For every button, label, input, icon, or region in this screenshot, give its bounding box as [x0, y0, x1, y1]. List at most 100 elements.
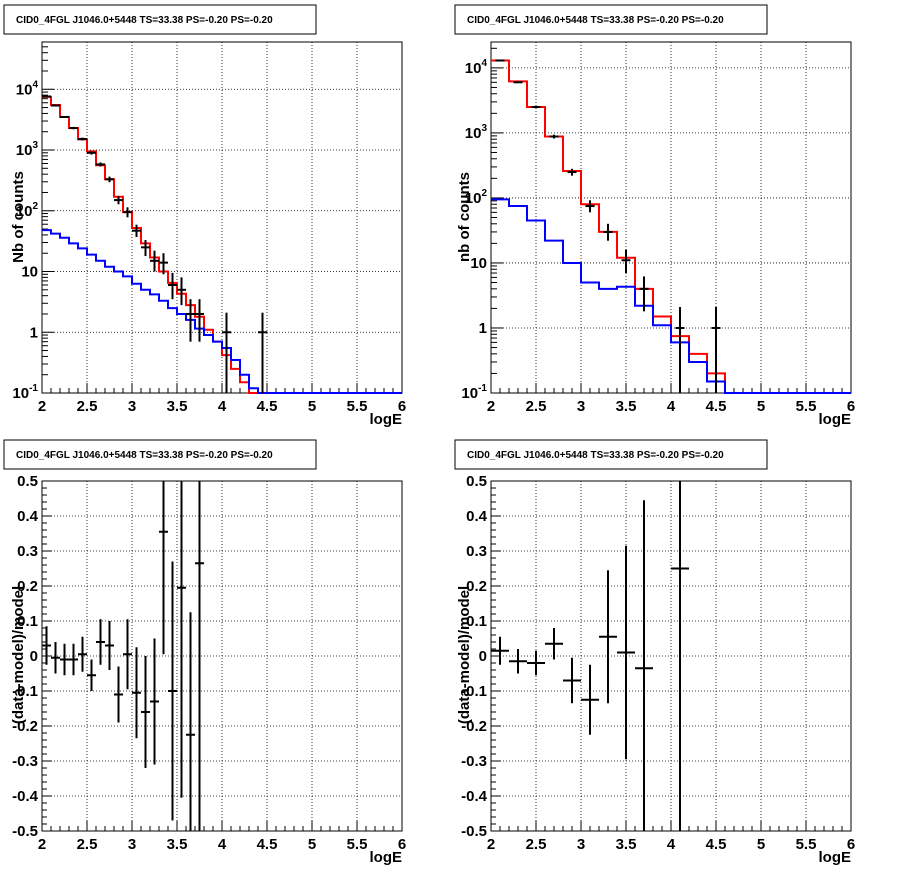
x-tick-label: 4	[218, 398, 227, 415]
x-axis-label: logE	[819, 411, 852, 428]
data-point	[603, 223, 613, 241]
data-point	[159, 481, 168, 655]
x-tick-label: 3.5	[167, 836, 188, 853]
y-tick-label: -0.2	[12, 718, 38, 735]
y-tick-label: 0.5	[17, 473, 38, 490]
y-tick-label: -0.1	[12, 683, 38, 700]
chart-panel-3: 2 2.5 3 3.5 4 4.5 5 5.5 6 -0.5 -0.4 -0.3 -0.2 -0.1 0 0.…	[3, 439, 406, 866]
y-tick-label: 0.4	[466, 508, 488, 525]
data-point	[105, 621, 114, 670]
y-tick-label: 0.2	[17, 578, 38, 595]
x-tick-label: 6	[398, 398, 406, 415]
data-point	[617, 545, 635, 760]
data-point	[141, 240, 150, 257]
data-point	[711, 307, 721, 393]
y-tick-label: 0.4	[17, 508, 39, 525]
title-box	[454, 439, 768, 470]
x-tick-label: 2.5	[77, 836, 98, 853]
data-point	[150, 638, 159, 765]
x-tick-label: 2.5	[77, 398, 98, 415]
data-point	[96, 162, 105, 167]
title-box	[454, 4, 768, 35]
y-tick-label: 0.2	[466, 578, 487, 595]
y-axis-label: nb of counts	[456, 172, 473, 262]
x-tick-label: 5.5	[796, 398, 817, 415]
y-tick-label: 10	[21, 264, 38, 281]
x-tick-label: 3.5	[167, 398, 188, 415]
plot-frame	[41, 41, 403, 394]
y-tick-label: 0.1	[17, 613, 38, 630]
x-tick-label: 2	[487, 836, 495, 853]
x-tick-label: 2	[38, 836, 46, 853]
data-point	[159, 253, 168, 275]
series-line-2	[42, 229, 402, 394]
chart-panel-2: 2 2.5 3 3.5 4 4.5 5 5.5 6 10-1 1 10 102 103 104 CID0_4F…	[454, 4, 855, 428]
data-point	[621, 249, 631, 274]
title-box	[3, 4, 317, 35]
data-point	[177, 481, 186, 798]
y-axis-label: (data-model)/model	[10, 586, 27, 724]
data-point	[177, 277, 186, 306]
data-point	[51, 642, 60, 674]
data-point	[87, 659, 96, 691]
data-point	[51, 104, 60, 107]
chart-panel-4: 2 2.5 3 3.5 4 4.5 5 5.5 6 -0.5 -0.4 -0.3 -0.2 -0.1 0 0.…	[454, 439, 855, 866]
x-axis-label: logE	[819, 849, 852, 866]
data-point	[509, 649, 527, 674]
chart-title: CID0_4FGL J1046.0+5448 TS=33.38 PS=-0.20…	[467, 450, 724, 461]
x-tick-label: 3.5	[616, 398, 637, 415]
data-point	[545, 628, 563, 660]
data-point	[123, 619, 132, 690]
y-tick-label: 104	[16, 79, 39, 98]
x-tick-label: 5.5	[796, 836, 817, 853]
data-point	[675, 307, 685, 393]
x-tick-label: 4.5	[706, 836, 727, 853]
y-tick-label: 0.3	[17, 543, 38, 560]
x-tick-label: 5	[757, 398, 765, 415]
x-tick-label: 3	[577, 836, 585, 853]
data-point	[635, 500, 653, 831]
x-tick-label: 5	[308, 836, 316, 853]
y-tick-label: -0.2	[461, 718, 487, 735]
data-point	[114, 666, 123, 723]
x-tick-label: 5.5	[347, 398, 368, 415]
data-point	[78, 636, 87, 672]
x-tick-label: 6	[398, 836, 406, 853]
data-point	[491, 636, 509, 665]
x-tick-label: 3	[577, 398, 585, 415]
data-point	[195, 299, 204, 342]
data-point	[671, 481, 689, 831]
data-point	[599, 570, 617, 704]
y-tick-label: 1	[479, 320, 487, 337]
data-point	[195, 481, 204, 831]
x-tick-label: 3	[128, 398, 136, 415]
data-point	[105, 176, 114, 183]
data-point	[69, 643, 78, 676]
y-axis-label: Nb of counts	[10, 171, 27, 263]
y-tick-label: 103	[465, 123, 488, 142]
y-tick-label: 103	[16, 140, 39, 159]
data-point	[567, 168, 577, 176]
data-point	[549, 134, 559, 139]
data-point	[96, 619, 105, 665]
data-point	[513, 81, 523, 84]
data-point	[585, 200, 595, 213]
x-tick-label: 2	[487, 398, 495, 415]
x-tick-label: 3	[128, 836, 136, 853]
chart-panel-1: 2 2.5 3 3.5 4 4.5 5 5.5 6 10-1 1 10 102 103 104 CID0_4F…	[3, 4, 406, 428]
data-point	[114, 196, 123, 205]
y-tick-label: 0.3	[466, 543, 487, 560]
data-point	[563, 657, 581, 704]
x-tick-label: 4.5	[706, 398, 727, 415]
x-tick-label: 5.5	[347, 836, 368, 853]
x-tick-label: 5	[308, 398, 316, 415]
data-point	[42, 95, 51, 98]
y-tick-label: -0.3	[12, 753, 38, 770]
data-point	[222, 312, 231, 393]
chart-title: CID0_4FGL J1046.0+5448 TS=33.38 PS=-0.20…	[467, 15, 724, 26]
y-axis-label: (data-model)/model	[456, 586, 473, 724]
y-tick-label: 0	[30, 648, 38, 665]
data-point	[258, 312, 267, 393]
x-tick-label: 4.5	[257, 398, 278, 415]
